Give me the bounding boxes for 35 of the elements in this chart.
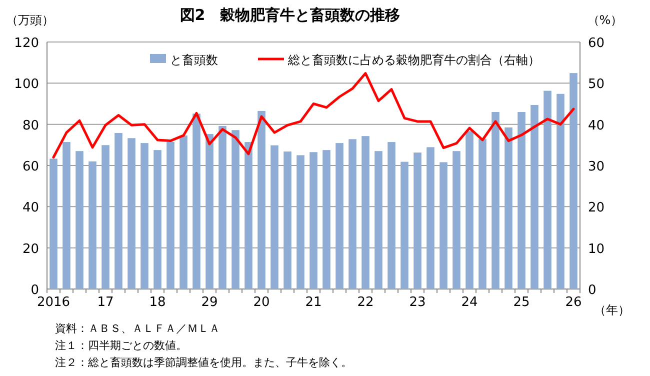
y-tick-label: 100 (14, 77, 39, 92)
x-tick-label: 20 (253, 295, 270, 310)
legend-label: 総と畜頭数に占める穀物肥育牛の割合（右軸） (287, 53, 540, 67)
y2-tick-label: 10 (588, 242, 605, 257)
text: 注２：総と畜頭数は季節調整値を使用。また、子牛を除く。 (55, 356, 352, 369)
x-tick-label: 17 (97, 295, 114, 310)
legend-label: と畜頭数 (170, 53, 218, 67)
text: 注１：四半期ごとの数値。 (55, 339, 187, 352)
x-axis-title: （年） (594, 303, 630, 317)
x-tick-label: 24 (461, 295, 478, 310)
y-tick-label: 80 (22, 118, 39, 134)
x-tick-label: 2016 (36, 295, 70, 310)
text: 資料：ＡＢＳ、ＡＬＦＡ／ＭＬＡ (55, 322, 220, 335)
y-tick-label: 20 (22, 242, 39, 257)
x-tick-label: 21 (305, 295, 322, 310)
y2-tick-label: 40 (588, 118, 605, 134)
x-tick-label: 18 (149, 295, 166, 310)
y-tick-label: 120 (14, 36, 39, 51)
y2-axis-title: （%） (587, 13, 623, 27)
x-tick-label: 26 (565, 295, 582, 310)
y2-tick-label: 0 (588, 283, 596, 298)
y2-tick-label: 20 (588, 200, 605, 216)
y2-tick-label: 60 (588, 36, 605, 51)
y-tick-label: 40 (22, 200, 39, 216)
y-axis-title: （万頭） (6, 13, 54, 27)
x-tick-label: 25 (513, 295, 530, 310)
x-tick-label: 29 (201, 295, 218, 310)
y2-tick-label: 30 (588, 160, 605, 174)
x-tick-label: 22 (357, 295, 374, 310)
line-series (52, 72, 575, 159)
y-tick-label: 0 (30, 283, 39, 298)
x-tick-label: 23 (409, 295, 426, 310)
y-tick-label: 60 (22, 160, 39, 174)
y2-tick-label: 50 (588, 77, 605, 92)
chart-title: 図2 穀物肥育牛と畜頭数の推移 (180, 6, 400, 24)
